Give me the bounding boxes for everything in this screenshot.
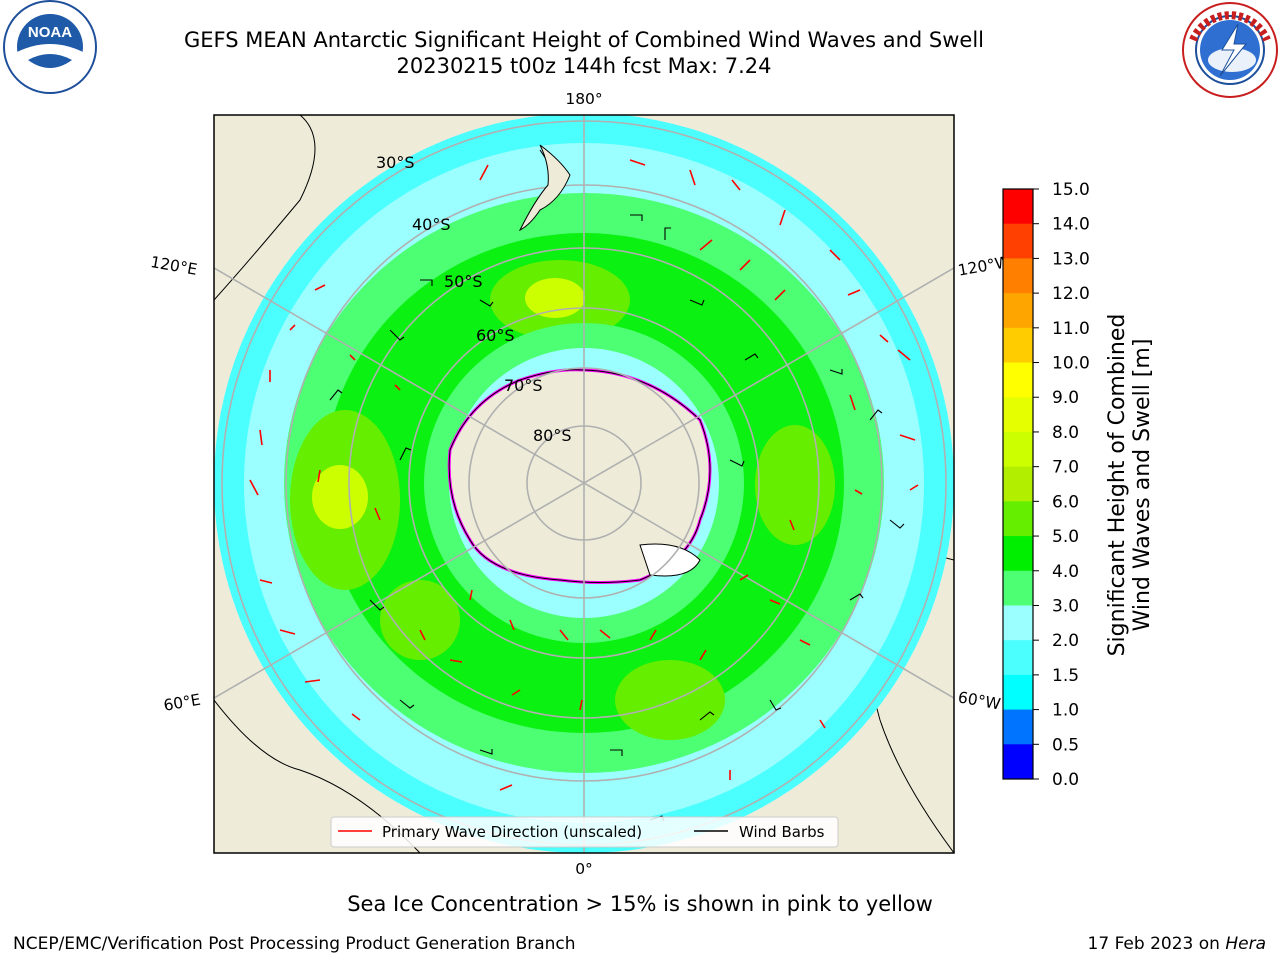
footer-machine: Hera [1225, 934, 1266, 954]
lat-label-40s: 40°S [412, 215, 451, 234]
colorbar-tick-label: 14.0 [1052, 215, 1090, 235]
noaa-logo: NOAA [3, 0, 97, 94]
lon-label-lower-left: 60°E [162, 691, 202, 715]
colorbar-tick-label: 0.0 [1052, 770, 1079, 790]
colorbar-tick-label: 8.0 [1052, 423, 1079, 443]
colorbar-segment [1003, 189, 1033, 225]
colorbar-tick-label: 5.0 [1052, 527, 1079, 547]
lat-label-80s: 80°S [533, 426, 572, 445]
lat-label-60s: 60°S [476, 326, 515, 345]
colorbar-segment [1003, 431, 1033, 468]
colorbar-segment [1003, 744, 1033, 780]
colorbar-tick-label: 7.0 [1052, 458, 1079, 478]
colorbar-tick-label: 10.0 [1052, 354, 1090, 374]
colorbar-label-line1: Significant Height of Combined [1105, 314, 1130, 657]
colorbar: Significant Height of Combined Wind Wave… [1002, 180, 1155, 790]
colorbar-tick-label: 9.0 [1052, 388, 1079, 408]
colorbar-segment [1003, 362, 1033, 398]
colorbar-segment [1003, 709, 1033, 745]
australia-land [214, 115, 316, 301]
colorbar-segment [1003, 397, 1033, 433]
colorbar-segment [1003, 536, 1033, 572]
colorbar-segment [1003, 293, 1033, 329]
colorbar-tick-label: 6.0 [1052, 492, 1079, 512]
lat-label-70s: 70°S [504, 376, 543, 395]
colorbar-segment [1003, 570, 1033, 606]
lat-label-30s: 30°S [376, 153, 415, 172]
colorbar-segment [1003, 501, 1033, 537]
colorbar-tick-label: 2.0 [1052, 631, 1079, 651]
colorbar-tick-label: 15.0 [1052, 180, 1090, 200]
colorbar-segment [1003, 640, 1033, 676]
colorbar-tick-label: 3.0 [1052, 596, 1079, 616]
footer-left: NCEP/EMC/Verification Post Processing Pr… [13, 934, 576, 954]
polar-map: 180° 0° 120°E 120°W 60°E 60°W 30°S 40°S … [149, 90, 1012, 878]
colorbar-segment [1003, 223, 1033, 259]
colorbar-segment [1003, 674, 1033, 711]
map-frame [213, 114, 955, 854]
colorbar-tick-label: 13.0 [1052, 249, 1090, 269]
colorbar-tick-label: 11.0 [1052, 319, 1090, 339]
colorbar-segment [1003, 327, 1033, 364]
new-zealand-land [518, 144, 571, 232]
chart-subtitle: 20230215 t00z 144h fcst Max: 7.24 [396, 54, 772, 78]
colorbar-tick-label: 1.0 [1052, 701, 1079, 721]
lon-label-bottom: 0° [575, 860, 593, 878]
colorbar-tick-label: 4.0 [1052, 562, 1079, 582]
colorbar-segment [1003, 605, 1033, 641]
wave-direction-arrows [249, 159, 919, 791]
lon-label-top: 180° [565, 90, 602, 108]
lat-label-50s: 50°S [444, 272, 483, 291]
legend-wave-label: Primary Wave Direction (unscaled) [382, 823, 642, 841]
colorbar-tick-label: 12.0 [1052, 284, 1090, 304]
footer-right: 17 Feb 2023 on Hera [1088, 934, 1266, 954]
colorbar-segment [1003, 466, 1033, 502]
sea-ice-caption: Sea Ice Concentration > 15% is shown in … [347, 892, 933, 916]
colorbar-label-line2: Wind Waves and Swell [m] [1130, 339, 1155, 632]
nws-logo [1182, 2, 1278, 98]
noaa-logo-text: NOAA [28, 24, 72, 41]
graticule [214, 115, 954, 853]
colorbar-tick-label: 1.5 [1052, 666, 1079, 686]
footer-date: 17 Feb 2023 on [1088, 934, 1226, 954]
legend-barb-label: Wind Barbs [739, 823, 825, 841]
lon-label-upper-left: 120°E [149, 253, 199, 279]
wind-barbs [329, 149, 905, 822]
lon-label-lower-right: 60°W [957, 688, 1002, 713]
colorbar-tick-label: 0.5 [1052, 735, 1079, 755]
colorbar-segment [1003, 258, 1033, 294]
map-legend: Primary Wave Direction (unscaled) Wind B… [330, 816, 839, 848]
chart-title: GEFS MEAN Antarctic Significant Height o… [183, 28, 985, 52]
